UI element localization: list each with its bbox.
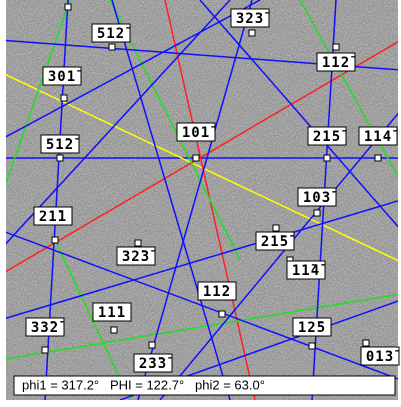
pole-dot (109, 44, 115, 50)
pole-dot (135, 240, 141, 246)
pole-dot (52, 237, 58, 243)
pole-label: 11̄1 (98, 305, 126, 321)
pole-label: 11̄2 (203, 284, 231, 300)
pole-dot (65, 4, 71, 10)
pole-dot (111, 327, 117, 333)
orientation-readout: phi1 = 317.2° PHI = 122.7° phi2 = 63.0° (22, 377, 265, 392)
page: 512̄323̄112̄301̄51̄2̄101̄215̄114̄103̄21̄… (0, 0, 401, 407)
pole-dot (309, 343, 315, 349)
pole-dot (333, 44, 339, 50)
pattern-view: 512̄323̄112̄301̄51̄2̄101̄215̄114̄103̄21̄… (0, 0, 401, 407)
pole-label: 12̄5 (298, 320, 326, 336)
pole-dot (219, 311, 225, 317)
pole-dot (273, 225, 279, 231)
pole-dot (149, 342, 155, 348)
pole-label: 21̄1 (39, 209, 67, 225)
pole-dot (314, 210, 320, 216)
pole-dot (57, 155, 63, 161)
pole-dot (324, 155, 330, 161)
pole-dot (249, 30, 255, 36)
pole-dot (375, 155, 381, 161)
pole-dot (363, 340, 369, 346)
pole-dot (42, 347, 48, 353)
pole-dot (61, 95, 67, 101)
pole-dot (193, 155, 199, 161)
